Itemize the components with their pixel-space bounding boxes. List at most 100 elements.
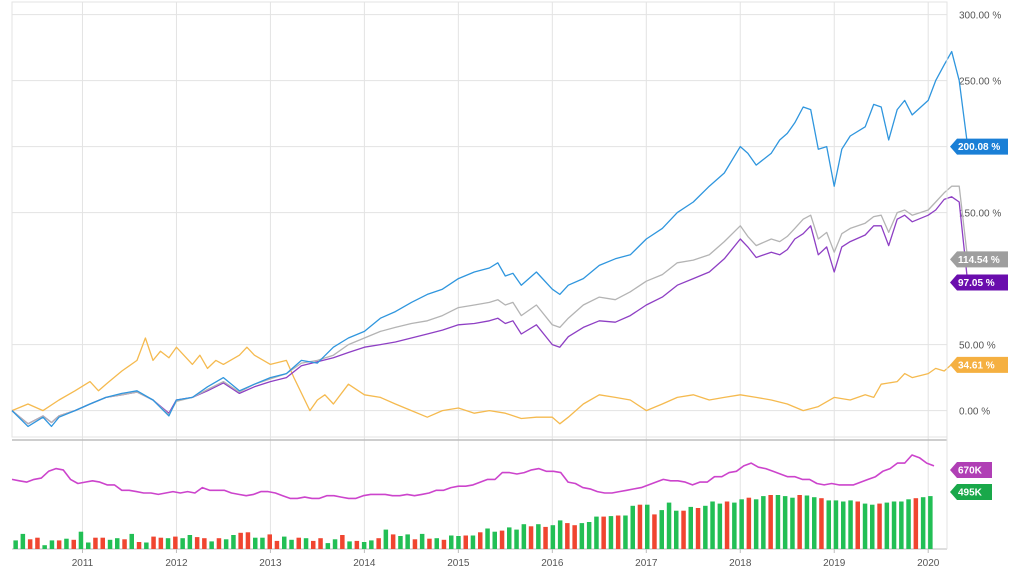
volume-bar[interactable] — [891, 501, 897, 550]
volume-bar[interactable] — [86, 542, 91, 550]
volume-bar[interactable] — [245, 532, 251, 549]
volume-bar[interactable] — [383, 529, 389, 549]
volume-bar[interactable] — [797, 495, 802, 549]
volume-bar[interactable] — [405, 534, 410, 549]
volume-bar[interactable] — [674, 510, 679, 549]
volume-bar[interactable] — [841, 501, 846, 550]
volume-bar[interactable] — [804, 495, 810, 550]
volume-bar[interactable] — [347, 541, 352, 549]
volume-bar[interactable] — [528, 526, 534, 549]
volume-bar[interactable] — [209, 541, 214, 549]
volume-bar[interactable] — [870, 504, 875, 549]
volume-bar[interactable] — [115, 538, 120, 549]
volume-bar[interactable] — [565, 523, 570, 549]
volume-bar[interactable] — [913, 498, 919, 549]
volume-bar[interactable] — [144, 542, 149, 550]
volume-bar[interactable] — [456, 536, 461, 549]
volume-bar[interactable] — [608, 516, 614, 549]
series-line[interactable] — [11, 196, 969, 425]
volume-bar[interactable] — [13, 540, 18, 549]
volume-bar[interactable] — [318, 538, 323, 549]
volume-bar[interactable] — [920, 497, 926, 549]
volume-bar[interactable] — [35, 537, 40, 549]
volume-bar[interactable] — [303, 538, 309, 549]
volume-bars[interactable] — [13, 495, 933, 550]
volume-bar[interactable] — [296, 537, 302, 549]
volume-bar[interactable] — [601, 516, 606, 549]
volume-average-line[interactable] — [11, 454, 935, 500]
volume-bar[interactable] — [557, 520, 563, 549]
volume-bar[interactable] — [289, 539, 294, 549]
volume-bar[interactable] — [253, 537, 258, 549]
volume-bar[interactable] — [427, 538, 432, 549]
volume-bar[interactable] — [361, 542, 367, 549]
volume-bar[interactable] — [173, 536, 178, 549]
volume-bar[interactable] — [223, 539, 229, 549]
volume-bar[interactable] — [478, 532, 483, 549]
volume-bar[interactable] — [848, 500, 853, 549]
volume-bar[interactable] — [187, 535, 193, 549]
volume-bar[interactable] — [543, 526, 548, 549]
volume-bar[interactable] — [165, 538, 171, 549]
volume-bar[interactable] — [311, 540, 316, 549]
volume-bar[interactable] — [623, 515, 628, 550]
volume-bar[interactable] — [695, 508, 701, 549]
volume-bar[interactable] — [659, 510, 665, 549]
volume-bar[interactable] — [550, 525, 556, 549]
volume-bar[interactable] — [194, 537, 200, 549]
volume-bar[interactable] — [724, 501, 730, 550]
volume-bar[interactable] — [354, 540, 360, 549]
volume-bar[interactable] — [746, 497, 752, 549]
volume-bar[interactable] — [586, 522, 592, 549]
volume-bar[interactable] — [536, 524, 541, 549]
volume-bar[interactable] — [202, 538, 207, 549]
volume-bar[interactable] — [376, 538, 381, 549]
volume-bar[interactable] — [899, 501, 904, 550]
volume-bar[interactable] — [158, 537, 164, 549]
volume-bar[interactable] — [122, 539, 127, 549]
volume-bar[interactable] — [507, 527, 512, 549]
volume-bar[interactable] — [412, 539, 418, 549]
volume-bar[interactable] — [441, 539, 447, 549]
volume-bar[interactable] — [928, 496, 933, 549]
volume-bar[interactable] — [449, 535, 454, 550]
volume-bar[interactable] — [151, 536, 156, 549]
volume-bar[interactable] — [637, 504, 643, 549]
volume-bar[interactable] — [572, 525, 577, 549]
volume-bar[interactable] — [579, 523, 585, 549]
volume-average-path[interactable] — [11, 454, 935, 500]
volume-bar[interactable] — [710, 501, 715, 550]
volume-bar[interactable] — [260, 537, 265, 549]
volume-bar[interactable] — [819, 498, 824, 549]
volume-bar[interactable] — [78, 531, 84, 549]
volume-bar[interactable] — [332, 539, 338, 549]
volume-bar[interactable] — [666, 502, 672, 549]
volume-bar[interactable] — [107, 539, 113, 549]
volume-bar[interactable] — [238, 532, 243, 549]
volume-bar[interactable] — [282, 536, 287, 549]
volume-bar[interactable] — [485, 528, 490, 550]
volume-bar[interactable] — [630, 505, 636, 549]
volume-bar[interactable] — [681, 510, 686, 549]
series-line[interactable] — [11, 50, 969, 428]
volume-bar[interactable] — [826, 500, 832, 549]
volume-bar[interactable] — [761, 496, 766, 549]
volume-bar[interactable] — [499, 530, 505, 549]
volume-bar[interactable] — [398, 536, 403, 549]
volume-bar[interactable] — [753, 499, 759, 549]
volume-bar[interactable] — [369, 540, 374, 549]
volume-bar[interactable] — [768, 495, 773, 549]
series-line[interactable] — [11, 185, 969, 425]
volume-bar[interactable] — [833, 500, 839, 549]
volume-bar[interactable] — [688, 506, 694, 549]
volume-bar[interactable] — [855, 501, 861, 550]
volume-bar[interactable] — [267, 534, 273, 549]
volume-bar[interactable] — [274, 540, 280, 549]
volume-bar[interactable] — [703, 505, 708, 549]
volume-bar[interactable] — [463, 535, 469, 550]
volume-bar[interactable] — [93, 537, 98, 549]
volume-bar[interactable] — [231, 535, 236, 549]
volume-bar[interactable] — [790, 497, 795, 549]
performance-lines[interactable] — [11, 50, 969, 428]
